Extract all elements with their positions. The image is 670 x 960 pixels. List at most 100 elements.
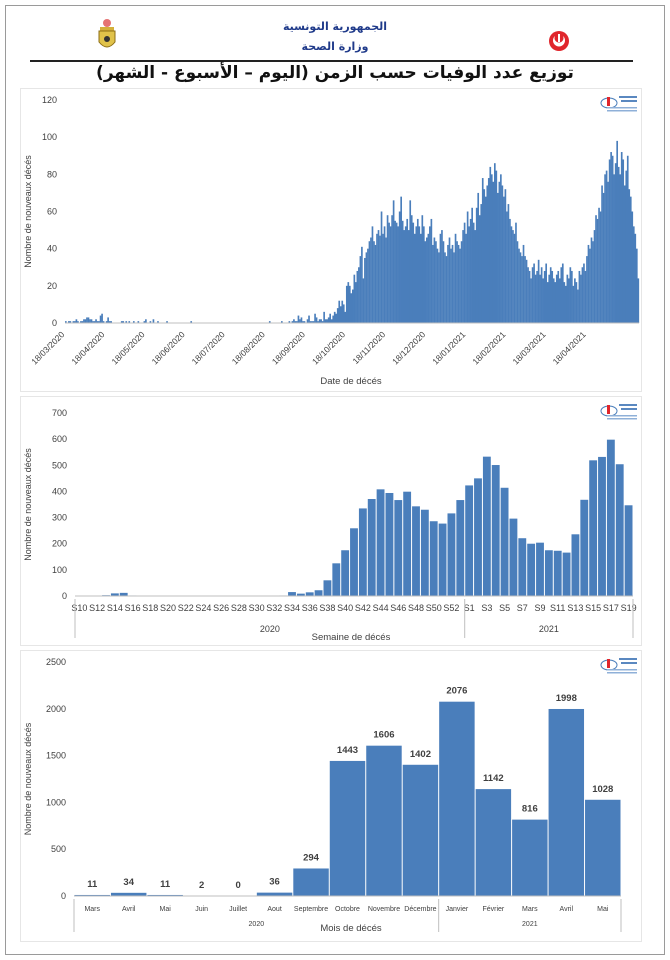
- bar: [321, 321, 324, 323]
- bar: [427, 233, 430, 323]
- bar: [524, 256, 526, 323]
- bar: [300, 317, 303, 323]
- bar: [105, 321, 108, 323]
- y-axis-title: Nombre de nouveaux décés: [23, 448, 33, 561]
- x-tick-label: S32: [266, 603, 282, 613]
- bar: [65, 321, 67, 323]
- bar: [555, 274, 558, 323]
- bar: [539, 274, 541, 323]
- bar: [84, 319, 87, 323]
- bar: [637, 278, 640, 323]
- bar: [398, 211, 401, 323]
- bar: [554, 282, 557, 323]
- bar: [429, 226, 431, 323]
- bar: [353, 274, 356, 323]
- bar: [466, 211, 469, 323]
- x-tick-label: 18/03/2020: [29, 329, 66, 366]
- bar: [512, 230, 514, 323]
- bar: [326, 319, 328, 323]
- bar: [445, 256, 448, 323]
- bar: [87, 317, 90, 323]
- bar: [293, 868, 329, 896]
- bar: [101, 313, 103, 323]
- x-tick-label: S10: [71, 603, 87, 613]
- bar: [81, 321, 84, 323]
- bar: [472, 222, 475, 323]
- bar: [296, 593, 305, 596]
- bar: [418, 226, 421, 323]
- bar: [624, 505, 633, 596]
- bar: [465, 233, 467, 323]
- bar: [350, 293, 353, 323]
- x-tick-label: S34: [284, 603, 300, 613]
- x-tick-label: S7: [517, 603, 528, 613]
- bar: [607, 181, 609, 323]
- bar: [454, 233, 457, 323]
- bar: [460, 241, 463, 323]
- bar: [521, 256, 523, 323]
- bar: [376, 233, 378, 323]
- bar: [595, 215, 597, 323]
- bar: [86, 317, 88, 323]
- bar: [469, 218, 472, 323]
- bar: [545, 263, 548, 323]
- bar: [585, 799, 621, 896]
- bar: [571, 270, 573, 323]
- bar: [444, 252, 446, 323]
- bar: [190, 321, 193, 323]
- year-label: 2020: [260, 624, 280, 634]
- x-tick-label: S15: [585, 603, 601, 613]
- bar: [338, 300, 341, 323]
- bar: [309, 321, 312, 323]
- x-tick-label: Juillet: [229, 906, 247, 913]
- bar: [572, 285, 575, 323]
- bar: [403, 230, 406, 323]
- bar: [587, 244, 590, 323]
- bar: [332, 563, 341, 596]
- bar: [96, 321, 99, 323]
- bar: [305, 592, 314, 596]
- bar: [596, 218, 599, 323]
- daily-chart-svg: 0 20 40 60 80 100 120 Nombre de nouveaux décés 1…: [23, 95, 640, 387]
- bar: [438, 523, 447, 596]
- bar: [329, 760, 366, 896]
- bar: [152, 319, 155, 323]
- bar: [333, 311, 336, 323]
- bar: [495, 170, 498, 323]
- bar: [580, 274, 582, 323]
- year-label: 2020: [249, 921, 265, 928]
- x-tick-label: 18/01/2021: [430, 329, 467, 366]
- bar: [92, 321, 94, 323]
- bar: [442, 241, 445, 323]
- bar: [361, 246, 363, 323]
- bar: [352, 289, 354, 323]
- bar: [382, 233, 384, 323]
- bar: [606, 439, 615, 596]
- x-tick-label: Février: [482, 906, 504, 913]
- x-tick-label: S46: [390, 603, 406, 613]
- bar: [513, 233, 516, 323]
- bar: [371, 226, 374, 323]
- x-tick-label: Janvier: [446, 906, 469, 913]
- bar: [296, 321, 298, 323]
- bar: [149, 321, 152, 323]
- x-tick-label: Septembre: [294, 906, 328, 913]
- bar: [108, 321, 111, 323]
- bar: [432, 244, 434, 323]
- bar: [530, 278, 532, 323]
- bar: [420, 509, 429, 596]
- bar: [318, 319, 321, 323]
- bar: [397, 226, 399, 323]
- weekly-deaths-chart: 0 100 200 300 400 500 600 700 Nombre de nouveaux…: [20, 396, 642, 646]
- x-tick-label: S9: [534, 603, 545, 613]
- bar: [616, 140, 619, 323]
- bar: [429, 521, 438, 596]
- bar: [110, 892, 147, 896]
- bar: [453, 252, 455, 323]
- bar: [132, 321, 135, 323]
- bar: [542, 278, 544, 323]
- bar: [512, 819, 548, 896]
- y-tick-label: 500: [52, 460, 67, 470]
- bar: [107, 317, 109, 323]
- daily-deaths-chart: 0 20 40 60 80 100 120 Nombre de nouveaux décés 1…: [20, 88, 642, 392]
